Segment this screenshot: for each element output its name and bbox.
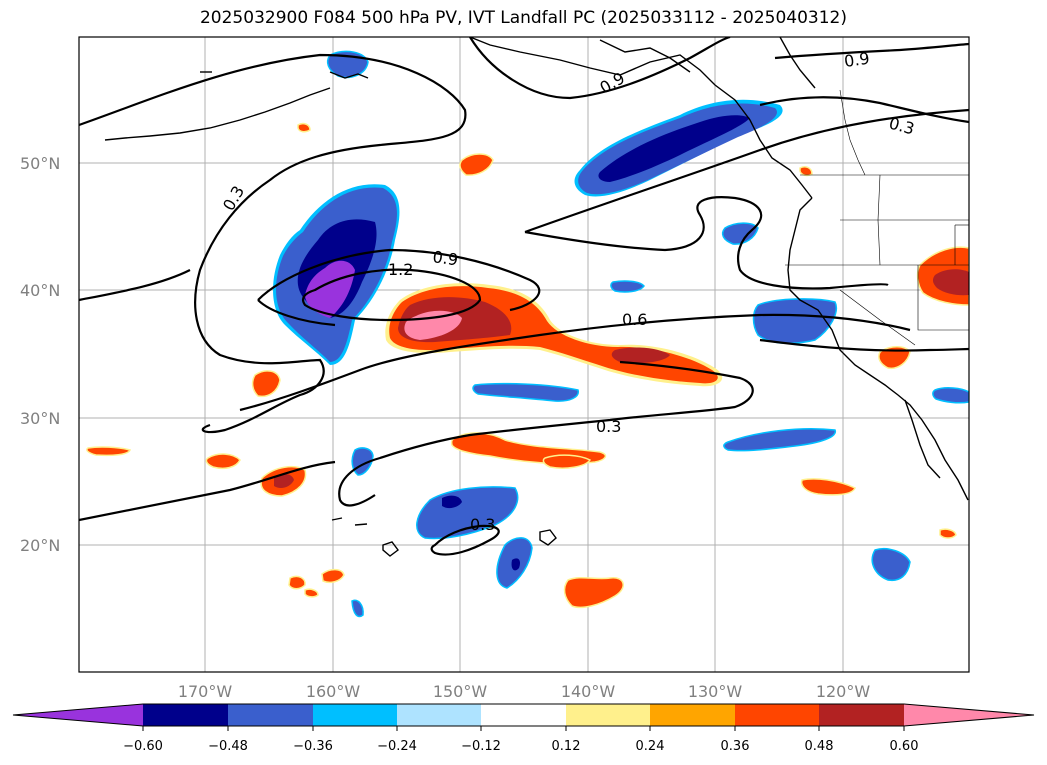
lon-label-120w: 120°W: [816, 682, 871, 701]
colorbar-segment: [481, 704, 566, 726]
contour-label: 0.3: [596, 417, 621, 436]
colorbar-segment: [735, 704, 819, 726]
political-borders: [785, 89, 969, 346]
colorbar-segment: [650, 704, 735, 726]
lon-label-170w: 170°W: [178, 682, 233, 701]
lon-label-130w: 130°W: [688, 682, 743, 701]
coastlines: [104, 37, 969, 557]
colorbar-right-arrow: [904, 704, 1034, 726]
colorbar-ticks: [142, 726, 905, 731]
map-background: [79, 37, 969, 672]
contour-label: 1.2: [388, 260, 413, 279]
pv-positive-small-blobs: [86, 122, 969, 609]
colorbar: −0.60 −0.48 −0.36 −0.24 −0.12 0.12 0.24 …: [12, 703, 1035, 754]
contour-label: 0.9: [843, 49, 871, 71]
lon-label-150w: 150°W: [433, 682, 488, 701]
lat-label-50n: 50°N: [20, 154, 60, 173]
colorbar-tick-label: 0.60: [890, 739, 919, 754]
contour-label: 0.9: [431, 247, 459, 269]
colorbar-tick-label: −0.60: [123, 739, 163, 754]
colorbar-segment: [819, 704, 904, 726]
colorbar-tick-label: 0.36: [721, 739, 750, 754]
colorbar-segment: [397, 704, 481, 726]
lat-label-40n: 40°N: [20, 281, 60, 300]
colorbar-tick-label: 0.24: [636, 739, 665, 754]
contour-label: 0.6: [622, 310, 647, 329]
lat-label-30n: 30°N: [20, 409, 60, 428]
colorbar-segment: [228, 704, 313, 726]
colorbar-tick-label: 0.48: [805, 739, 834, 754]
map-title: 2025032900 F084 500 hPa PV, IVT Landfall…: [199, 8, 847, 28]
pv-positive-blob-central: [385, 283, 723, 387]
lat-label-20n: 20°N: [20, 536, 60, 555]
contour-label: 0.3: [470, 515, 495, 534]
latitude-labels: 50°N 40°N 30°N 20°N: [20, 154, 60, 555]
pv-negative-blob-northeast: [574, 99, 783, 197]
colorbar-segment: [566, 704, 650, 726]
lon-label-140w: 140°W: [561, 682, 616, 701]
colorbar-left-arrow: [13, 704, 143, 726]
longitude-labels: 170°W 160°W 150°W 140°W 130°W 120°W: [178, 682, 871, 701]
pv-negative-small-blobs: [326, 50, 969, 618]
colorbar-tick-label: −0.36: [293, 739, 333, 754]
pv-contours: [79, 37, 969, 556]
colorbar-tick-label: 0.12: [552, 739, 581, 754]
colorbar-segment: [143, 704, 228, 726]
colorbar-tick-label: −0.12: [461, 739, 501, 754]
map-frame: [78, 36, 970, 673]
colorbar-tick-label: −0.48: [208, 739, 248, 754]
colorbar-tick-labels: −0.60 −0.48 −0.36 −0.24 −0.12 0.12 0.24 …: [123, 739, 918, 754]
lon-label-160w: 160°W: [306, 682, 361, 701]
colorbar-segment: [313, 704, 397, 726]
colorbar-tick-label: −0.24: [377, 739, 417, 754]
